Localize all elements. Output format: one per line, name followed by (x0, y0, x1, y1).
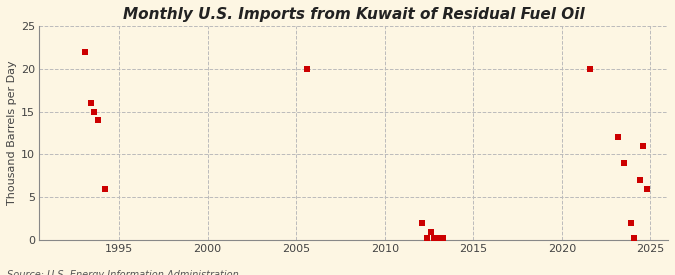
Title: Monthly U.S. Imports from Kuwait of Residual Fuel Oil: Monthly U.S. Imports from Kuwait of Resi… (123, 7, 585, 22)
Point (438, 236, 449, 241)
Text: Source: U.S. Energy Information Administration: Source: U.S. Energy Information Administ… (7, 270, 238, 275)
Point (585, 67, 595, 71)
Point (618, 161, 629, 165)
Point (634, 178, 645, 182)
Point (422, 236, 433, 241)
Point (85, 101, 96, 105)
Point (89, 109, 100, 114)
Point (99, 186, 110, 191)
Point (92, 118, 103, 122)
Point (416, 221, 427, 225)
Y-axis label: Thousand Barrels per Day: Thousand Barrels per Day (7, 61, 17, 205)
Point (302, 67, 313, 71)
Point (425, 229, 436, 234)
Point (429, 236, 439, 241)
Point (433, 236, 443, 241)
Point (629, 236, 640, 241)
Point (641, 186, 652, 191)
Point (626, 221, 637, 225)
Point (638, 144, 649, 148)
Point (613, 135, 624, 139)
Point (80, 50, 91, 54)
